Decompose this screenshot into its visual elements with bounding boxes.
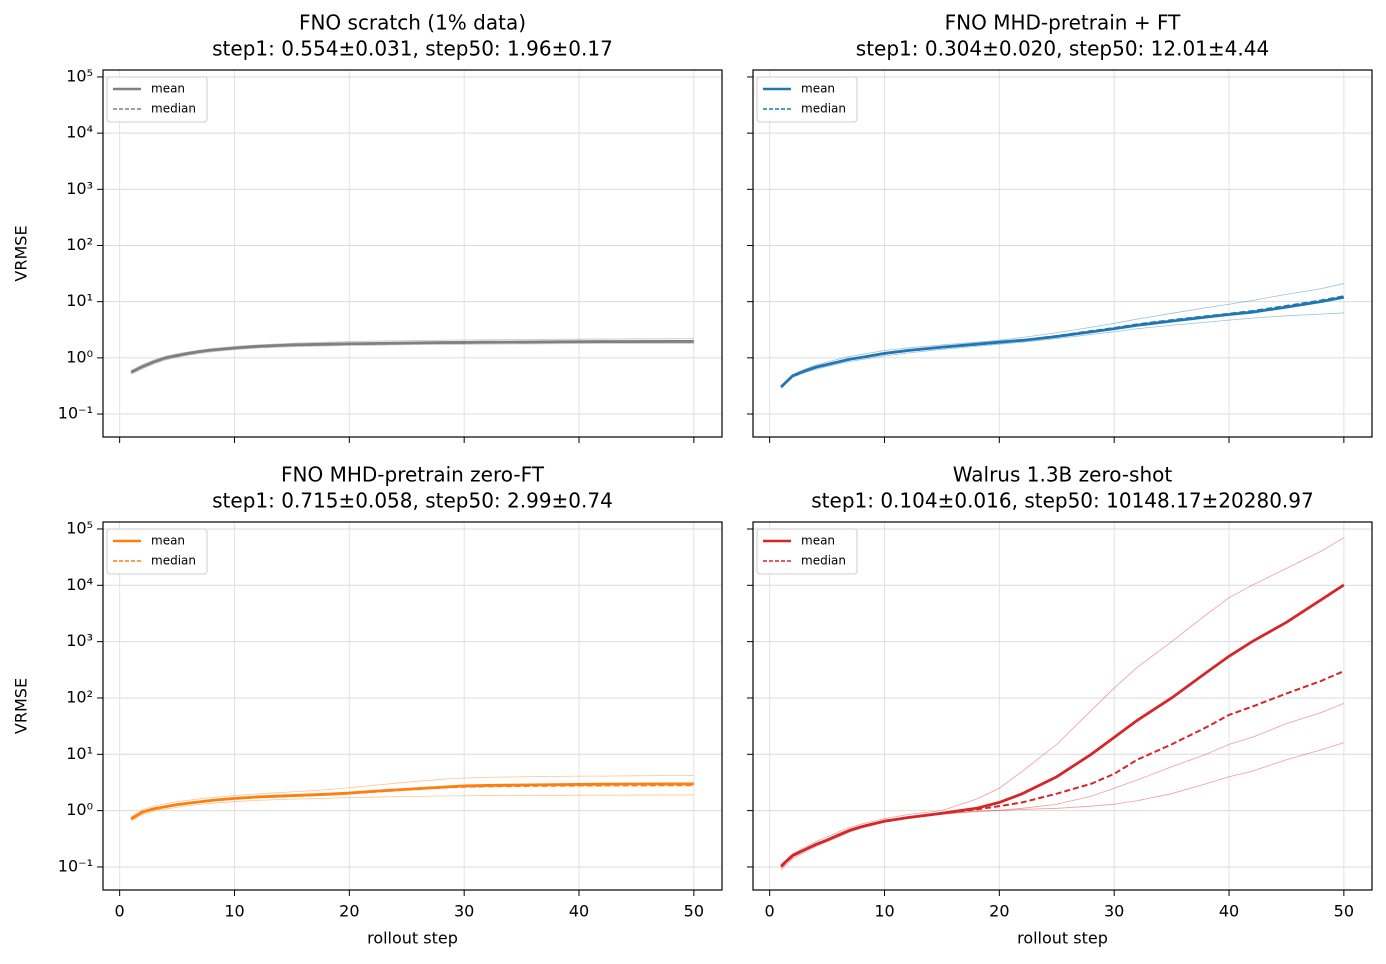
chart-subtitle: step1: 0.304±0.020, step50: 12.01±4.44 xyxy=(856,37,1269,61)
x-tick-label: 10 xyxy=(224,902,244,921)
y-tick-label: 10² xyxy=(66,687,93,706)
chart-title: FNO scratch (1% data) xyxy=(299,11,526,35)
x-tick-label: 50 xyxy=(1334,902,1354,921)
run-line xyxy=(780,283,1344,387)
run-line xyxy=(130,338,694,371)
legend-label: median xyxy=(801,102,846,116)
chart-subtitle: step1: 0.554±0.031, step50: 1.96±0.17 xyxy=(212,37,613,61)
legend-label: mean xyxy=(151,82,185,96)
y-tick-label: 10¹ xyxy=(66,291,93,310)
y-tick-label: 10² xyxy=(66,235,93,254)
x-tick-label: 30 xyxy=(1104,902,1124,921)
legend-label: median xyxy=(801,554,846,568)
y-axis-label: VRMSE xyxy=(12,225,31,281)
legend-label: mean xyxy=(801,534,835,548)
series-line xyxy=(780,670,1345,868)
series-line xyxy=(130,340,694,374)
chart-subtitle: step1: 0.715±0.058, step50: 2.99±0.74 xyxy=(212,489,613,513)
panel: 0 10 20 30 40 50 mean median Walrus 1.3B zero-sh… xyxy=(747,463,1373,948)
series-line xyxy=(130,340,694,374)
y-tick-label: 10³ xyxy=(66,631,93,650)
panel: 10⁻¹ 10⁰ 10¹ 10² 10³ 10⁴ 10⁵ mean median FNO scra… xyxy=(12,11,723,443)
x-tick-label: 40 xyxy=(569,902,589,921)
y-tick-label: 10⁴ xyxy=(66,123,93,142)
legend-label: mean xyxy=(151,534,185,548)
run-line xyxy=(130,794,694,822)
y-tick-label: 10³ xyxy=(66,179,93,198)
legend-label: median xyxy=(151,554,196,568)
series-line xyxy=(780,295,1345,388)
x-tick-label: 20 xyxy=(989,902,1009,921)
axes-frame xyxy=(752,69,1373,438)
x-tick-label: 0 xyxy=(765,902,775,921)
run-line xyxy=(780,703,1345,868)
y-tick-label: 10⁰ xyxy=(66,347,93,366)
run-line xyxy=(780,312,1344,389)
y-axis-label: VRMSE xyxy=(12,678,31,734)
y-tick-label: 10⁵ xyxy=(66,66,93,85)
panel: 0 10 20 30 40 50 10⁻¹ 10⁰ 10¹ 10² 10³ 10⁴ 10⁵ mean med… xyxy=(12,463,723,948)
axes-frame xyxy=(102,69,723,438)
y-tick-label: 10⁻¹ xyxy=(58,404,93,423)
x-axis-label: rollout step xyxy=(1017,929,1108,948)
y-tick-label: 10⁵ xyxy=(66,518,93,537)
y-tick-label: 10⁻¹ xyxy=(58,856,93,875)
chart-title: FNO MHD-pretrain zero-FT xyxy=(281,463,545,487)
run-line xyxy=(780,537,1345,865)
x-tick-label: 40 xyxy=(1219,902,1239,921)
legend-label: mean xyxy=(801,82,835,96)
run-line xyxy=(780,742,1344,870)
x-tick-label: 0 xyxy=(115,902,125,921)
x-axis-label: rollout step xyxy=(367,929,458,948)
chart-title: Walrus 1.3B zero-shot xyxy=(953,463,1173,487)
series-line xyxy=(130,784,694,821)
x-tick-label: 30 xyxy=(454,902,474,921)
x-tick-label: 20 xyxy=(339,902,359,921)
axes-frame xyxy=(752,521,1373,891)
y-tick-label: 10¹ xyxy=(66,744,93,763)
run-line xyxy=(130,775,694,818)
series-line xyxy=(780,583,1345,868)
chart-subtitle: step1: 0.104±0.016, step50: 10148.17±202… xyxy=(811,489,1314,513)
x-tick-label: 10 xyxy=(874,902,894,921)
x-tick-label: 50 xyxy=(684,902,704,921)
legend-label: median xyxy=(151,102,196,116)
y-tick-label: 10⁰ xyxy=(66,800,93,819)
run-line xyxy=(130,343,694,375)
y-tick-label: 10⁴ xyxy=(66,575,93,594)
chart-title: FNO MHD-pretrain + FT xyxy=(945,11,1181,35)
axes-frame xyxy=(102,521,723,891)
